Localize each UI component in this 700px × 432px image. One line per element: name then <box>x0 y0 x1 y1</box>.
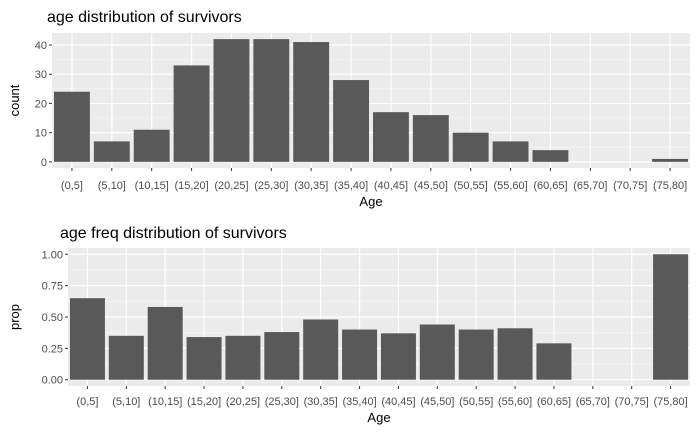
x-tick-label: (70,75] <box>613 180 647 192</box>
x-tick-label: (25,30] <box>254 180 288 192</box>
y-tick-label: 0.25 <box>42 343 63 355</box>
y-tick-label: 10 <box>35 128 47 140</box>
bar <box>452 132 489 162</box>
x-tick-label: (50,55] <box>454 180 488 192</box>
x-tick-label: (60,65] <box>533 180 567 192</box>
y-tick-label: 0.75 <box>42 281 63 293</box>
bar <box>69 298 105 380</box>
y-tick-label: 1.00 <box>42 249 63 261</box>
bar <box>333 80 370 162</box>
bar <box>303 319 339 380</box>
x-tick-label: (60,65] <box>537 396 571 408</box>
bar <box>536 343 572 380</box>
x-tick-label: (30,35] <box>294 180 328 192</box>
y-tick-label: 0 <box>41 157 47 169</box>
y-tick-label: 40 <box>35 40 47 52</box>
x-tick-label: (70,75] <box>615 396 649 408</box>
bar <box>147 306 183 380</box>
bar <box>264 332 300 380</box>
x-tick-label: (45,50] <box>414 180 448 192</box>
x-tick-label: (25,30] <box>265 396 299 408</box>
x-tick-label: (0,5] <box>61 180 83 192</box>
bar <box>53 91 90 162</box>
x-tick-label: (50,55] <box>459 396 493 408</box>
y-tick-label: 20 <box>35 98 47 110</box>
bar <box>419 324 455 380</box>
bar <box>342 329 378 380</box>
bar <box>653 254 689 380</box>
x-tick-label: (65,70] <box>573 180 607 192</box>
bar <box>108 335 144 380</box>
y-tick-label: 0.50 <box>42 312 63 324</box>
x-tick-label: (55,60] <box>498 396 532 408</box>
x-tick-label: (45,50] <box>420 396 454 408</box>
bar <box>380 333 416 380</box>
y-axis-label: count <box>7 84 22 116</box>
bar <box>293 42 330 162</box>
chart-title: age freq distribution of survivors <box>60 225 287 242</box>
x-tick-label: (30,35] <box>304 396 338 408</box>
bar <box>492 141 529 162</box>
x-tick-label: (15,20] <box>174 180 208 192</box>
x-tick-label: (75,80] <box>653 180 687 192</box>
x-tick-label: (10,15] <box>148 396 182 408</box>
x-tick-label: (35,40] <box>334 180 368 192</box>
x-axis-label: Age <box>367 410 390 425</box>
bar <box>497 328 533 380</box>
x-tick-label: (5,10] <box>112 396 140 408</box>
x-tick-label: (75,80] <box>653 396 687 408</box>
x-tick-label: (35,40] <box>342 396 376 408</box>
x-tick-label: (5,10] <box>98 180 126 192</box>
bar <box>173 65 210 162</box>
count-chart: 0 10 20 30 40 (0,5] (5,10] (10,15] (15,20] (20,25… <box>7 9 690 209</box>
x-tick-label: (20,25] <box>214 180 248 192</box>
x-tick-label: (10,15] <box>135 180 169 192</box>
bar <box>372 112 409 162</box>
x-tick-label: (40,45] <box>374 180 408 192</box>
x-tick-label: (15,20] <box>187 396 221 408</box>
prop-chart: 0.00 0.25 0.50 0.75 1.00 (0,5] (5,10] (10,15] (1… <box>7 225 690 425</box>
bar <box>186 337 222 380</box>
bar <box>532 150 569 162</box>
chart-title: age distribution of survivors <box>47 9 242 26</box>
x-tick-label: (0,5] <box>76 396 98 408</box>
bar <box>652 158 689 162</box>
x-tick-label: (65,70] <box>576 396 610 408</box>
y-tick-label: 30 <box>35 69 47 81</box>
bar <box>213 39 250 162</box>
bar <box>93 141 130 162</box>
x-axis-label: Age <box>359 194 382 209</box>
x-tick-label: (55,60] <box>493 180 527 192</box>
x-tick-label: (40,45] <box>381 396 415 408</box>
y-tick-label: 0.00 <box>42 375 63 387</box>
bar <box>412 115 449 162</box>
y-axis-label: prop <box>7 304 22 330</box>
bar <box>225 335 261 380</box>
bar <box>458 329 494 380</box>
x-tick-label: (20,25] <box>226 396 260 408</box>
bar <box>253 39 290 162</box>
bar <box>133 129 170 162</box>
